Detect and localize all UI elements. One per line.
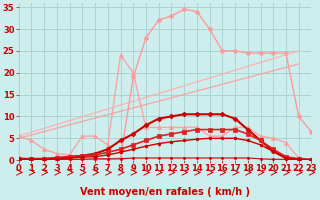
X-axis label: Vent moyen/en rafales ( km/h ): Vent moyen/en rafales ( km/h )	[80, 187, 250, 197]
